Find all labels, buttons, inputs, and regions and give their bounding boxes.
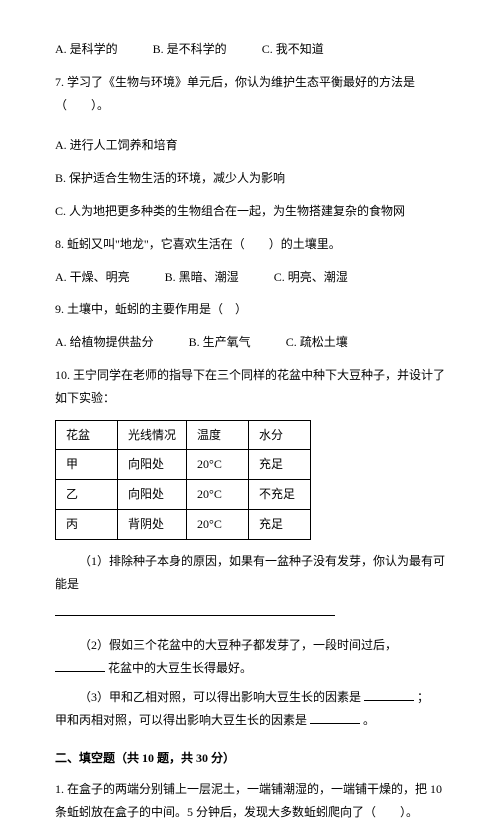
table-header-cell: 水分 (249, 420, 311, 450)
q7-option-a[interactable]: A. 进行人工饲养和培育 (55, 134, 445, 157)
answer-blank[interactable] (310, 723, 360, 724)
option-b[interactable]: B. 是不科学的 (153, 38, 227, 61)
table-cell: 20°C (187, 509, 249, 539)
table-cell: 背阴处 (118, 509, 187, 539)
q-prev-options: A. 是科学的 B. 是不科学的 C. 我不知道 (55, 38, 445, 61)
q10-sub1: （1）排除种子本身的原因，如果有一盆种子没有发芽，你认为最有可能是 (55, 550, 445, 596)
q8-option-c[interactable]: C. 明亮、潮湿 (274, 266, 348, 289)
q10-sub3-text-a: （3）甲和乙相对照，可以得出影响大豆生长的因素是 (79, 690, 361, 704)
q9-option-b[interactable]: B. 生产氧气 (189, 331, 251, 354)
table-header-cell: 光线情况 (118, 420, 187, 450)
table-cell: 不充足 (249, 480, 311, 510)
q10-sub3: （3）甲和乙相对照，可以得出影响大豆生长的因素是 ； 甲和丙相对照，可以得出影响… (55, 686, 445, 732)
table-cell: 乙 (56, 480, 118, 510)
q8-option-b[interactable]: B. 黑暗、潮湿 (165, 266, 239, 289)
q9-option-a[interactable]: A. 给植物提供盐分 (55, 331, 154, 354)
q10-sub3-text-c: 。 (363, 713, 375, 727)
experiment-table: 花盆 光线情况 温度 水分 甲 向阳处 20°C 充足 乙 向阳处 20°C 不… (55, 420, 311, 540)
option-c[interactable]: C. 我不知道 (262, 38, 324, 61)
table-header-cell: 花盆 (56, 420, 118, 450)
table-row: 丙 背阴处 20°C 充足 (56, 509, 311, 539)
answer-blank-line[interactable] (55, 601, 445, 624)
section-2-title-text: 二、填空题（共 10 题，共 30 分） (55, 751, 235, 765)
section-2-title: 二、填空题（共 10 题，共 30 分） (55, 747, 445, 770)
question-7: 7. 学习了《生物与环境》单元后，你认为维护生态平衡最好的方法是（ ）。 (55, 71, 445, 117)
q7-option-b[interactable]: B. 保护适合生物生活的环境，减少人为影响 (55, 167, 445, 190)
table-cell: 20°C (187, 480, 249, 510)
table-cell: 向阳处 (118, 480, 187, 510)
option-a[interactable]: A. 是科学的 (55, 38, 118, 61)
q10-sub2-text-a: （2）假如三个花盆中的大豆种子都发芽了，一段时间过后， (79, 638, 397, 652)
q7-option-c[interactable]: C. 人为地把更多种类的生物组合在一起，为生物搭建复杂的食物网 (55, 200, 445, 223)
q9-option-c[interactable]: C. 疏松土壤 (286, 331, 348, 354)
q10-sub2: （2）假如三个花盆中的大豆种子都发芽了，一段时间过后， 花盆中的大豆生长得最好。 (55, 634, 445, 680)
table-row: 花盆 光线情况 温度 水分 (56, 420, 311, 450)
table-cell: 向阳处 (118, 450, 187, 480)
question-10: 10. 王宁同学在老师的指导下在三个同样的花盆中种下大豆种子，并设计了如下实验： (55, 364, 445, 410)
answer-blank[interactable] (364, 700, 414, 701)
q8-options: A. 干燥、明亮 B. 黑暗、潮湿 C. 明亮、潮湿 (55, 266, 445, 289)
answer-blank[interactable] (55, 671, 105, 672)
table-cell: 充足 (249, 509, 311, 539)
q8-option-a[interactable]: A. 干燥、明亮 (55, 266, 130, 289)
table-cell: 甲 (56, 450, 118, 480)
q9-options: A. 给植物提供盐分 B. 生产氧气 C. 疏松土壤 (55, 331, 445, 354)
q10-sub2-text-b: 花盆中的大豆生长得最好。 (108, 661, 252, 675)
table-row: 乙 向阳处 20°C 不充足 (56, 480, 311, 510)
table-row: 甲 向阳处 20°C 充足 (56, 450, 311, 480)
table-cell: 充足 (249, 450, 311, 480)
question-9: 9. 土壤中，蚯蚓的主要作用是（ ） (55, 298, 445, 321)
fill-question-1: 1. 在盒子的两端分别铺上一层泥土，一端铺潮湿的，一端铺干燥的，把 10 条蚯蚓… (55, 778, 445, 824)
table-header-cell: 温度 (187, 420, 249, 450)
table-cell: 20°C (187, 450, 249, 480)
question-8: 8. 蚯蚓又叫"地龙"，它喜欢生活在（ ）的土壤里。 (55, 233, 445, 256)
table-cell: 丙 (56, 509, 118, 539)
